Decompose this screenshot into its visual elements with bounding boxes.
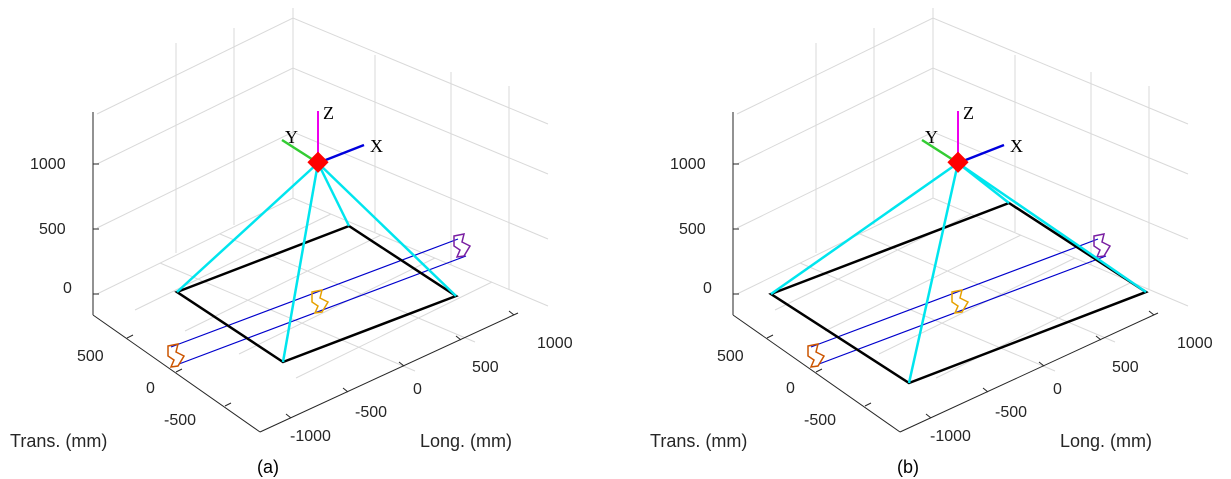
- rail-profile-right: [453, 233, 472, 258]
- z-tick-label: 500: [679, 221, 706, 238]
- panel-b-rails: [807, 233, 1112, 368]
- trans-tick-label: 500: [77, 348, 104, 365]
- x-frame-label: X: [370, 136, 383, 156]
- long-tick-label: -500: [355, 404, 387, 421]
- trans-axis-label: Trans. (mm): [650, 431, 747, 451]
- panel-b-base-frame: [768, 201, 1149, 385]
- z-tick-label: 1000: [670, 156, 706, 173]
- rail-profile-right: [1093, 233, 1112, 258]
- panel-b-ticks: 1000 500 0 500 0 -500 -1000 -500 0 500 1…: [670, 156, 1213, 445]
- long-tick-label: 1000: [537, 335, 573, 352]
- panel-a-ee-frame: Z Y X: [281, 103, 383, 173]
- z-tick-label: 1000: [30, 156, 66, 173]
- panel-a-ticks: 1000 500 0 500 0 -500 -1000 -500 0 500 1…: [30, 156, 573, 445]
- long-axis-label: Long. (mm): [420, 431, 512, 451]
- trans-tick-label: 500: [717, 348, 744, 365]
- z-frame-label: Z: [323, 103, 334, 123]
- long-axis-label: Long. (mm): [1060, 431, 1152, 451]
- y-frame-label: Y: [285, 127, 298, 147]
- long-tick-label: 0: [1053, 381, 1062, 398]
- rail-line: [810, 238, 1099, 348]
- z-tick-label: 0: [63, 280, 72, 297]
- rail-profile-mid: [311, 289, 330, 314]
- z-frame-label: Z: [963, 103, 974, 123]
- panel-caption: (a): [257, 457, 279, 477]
- trans-axis-label: Trans. (mm): [10, 431, 107, 451]
- trans-tick-label: -500: [164, 412, 196, 429]
- long-tick-label: 0: [413, 381, 422, 398]
- panel-a-axes: [92, 112, 519, 433]
- rail-line: [170, 238, 459, 348]
- panel-caption: (b): [897, 457, 919, 477]
- z-tick-label: 500: [39, 221, 66, 238]
- trans-tick-label: 0: [786, 380, 795, 397]
- panel-a-grid: [96, 8, 549, 379]
- rail-profile-left: [167, 343, 186, 368]
- panel-a-rails: [167, 233, 472, 368]
- x-frame-label: X: [1010, 136, 1023, 156]
- y-frame-label: Y: [925, 127, 938, 147]
- long-tick-label: 500: [472, 359, 499, 376]
- trans-tick-label: 0: [146, 380, 155, 397]
- panel-b-cables: [770, 161, 1147, 384]
- rail-profile-mid: [951, 289, 970, 314]
- z-tick-label: 0: [703, 280, 712, 297]
- panel-a: Z Y X 1000 500 0 500 0 -500 -1000 -500 0…: [10, 8, 573, 477]
- trans-tick-label: -500: [804, 412, 836, 429]
- long-tick-label: -1000: [290, 428, 331, 445]
- long-tick-label: -500: [995, 404, 1027, 421]
- long-tick-label: 500: [1112, 359, 1139, 376]
- panel-b-grid: [736, 8, 1189, 379]
- long-tick-label: 1000: [1177, 335, 1213, 352]
- panel-b-ee-frame: Z Y X: [921, 103, 1023, 173]
- end-effector-marker: [947, 151, 969, 173]
- panel-a-base-frame: [174, 224, 459, 364]
- panel-b: Z Y X 1000 500 0 500 0 -500 -1000 -500 0…: [650, 8, 1213, 477]
- rail-profile-left: [807, 343, 826, 368]
- panel-b-axes: [732, 112, 1159, 433]
- long-tick-label: -1000: [930, 428, 971, 445]
- panel-a-cables: [176, 162, 457, 363]
